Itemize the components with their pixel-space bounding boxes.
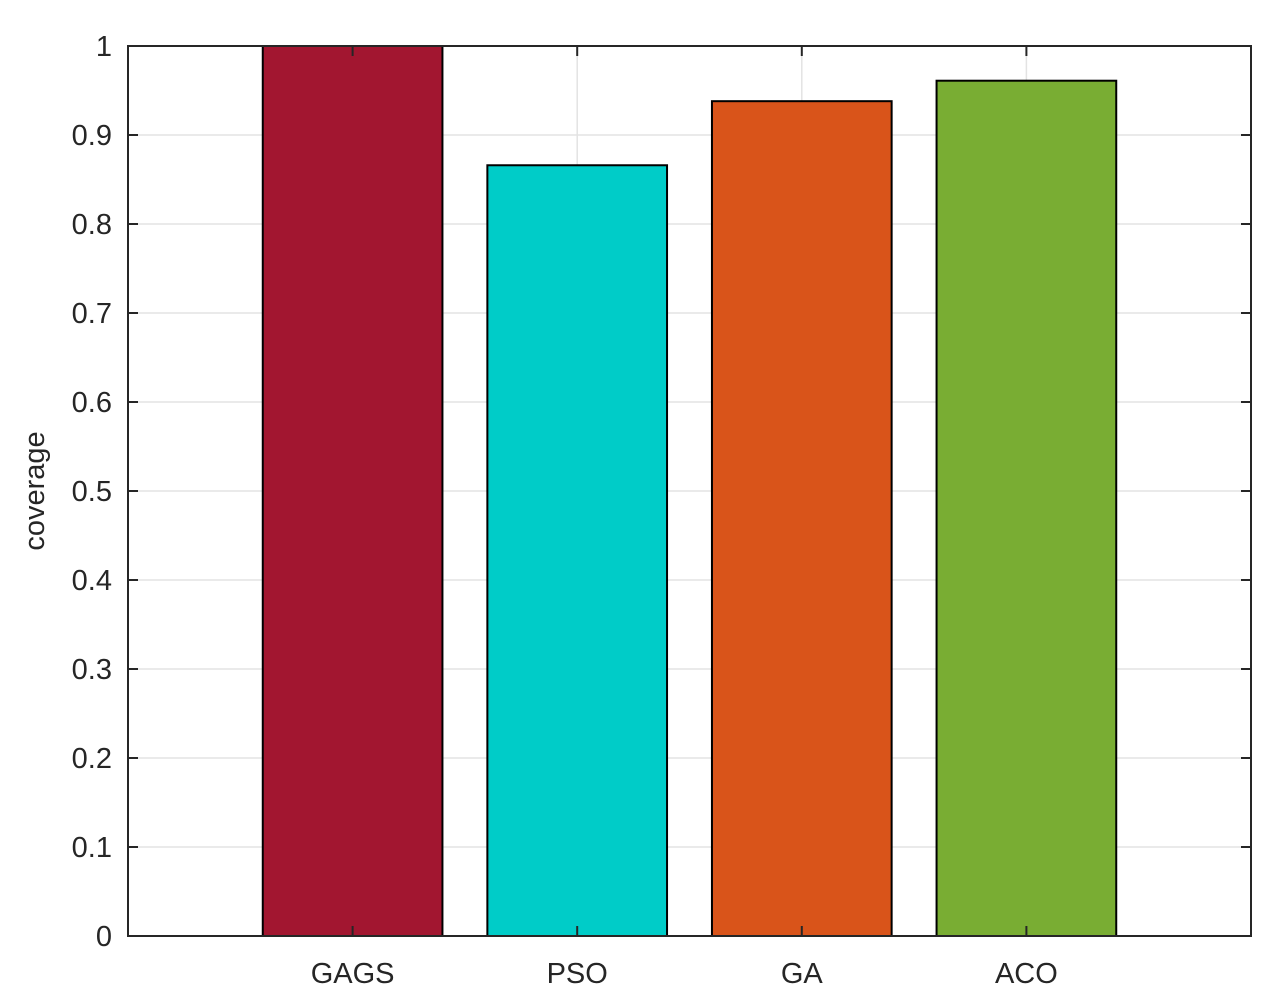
bar-ga <box>710 100 893 938</box>
y-tick-label: 0.2 <box>72 743 112 775</box>
y-tick-label: 0.6 <box>72 387 112 419</box>
bar-aco <box>935 79 1118 937</box>
x-tick-label-pso: PSO <box>547 958 608 990</box>
y-tick-label: 0.7 <box>72 298 112 330</box>
tick-marks <box>128 45 1251 937</box>
bar-pso <box>486 164 669 937</box>
bar-gags <box>261 45 444 937</box>
x-tick-labels: GAGS PSO GA ACO <box>311 958 1058 990</box>
y-tick-label: 0.8 <box>72 209 112 241</box>
y-tick-label: 0 <box>96 921 112 953</box>
y-tick-label: 0.9 <box>72 120 112 152</box>
x-tick-label-aco: ACO <box>995 958 1058 990</box>
y-axis-label: coverage <box>19 431 51 550</box>
y-tick-label: 1 <box>96 31 112 63</box>
y-tick-label: 0.3 <box>72 654 112 686</box>
y-tick-label: 0.5 <box>72 476 112 508</box>
y-tick-label: 0.1 <box>72 832 112 864</box>
y-tick-labels: 0 0.1 0.2 0.3 0.4 0.5 0.6 0.7 0.8 0.9 1 <box>72 31 112 953</box>
x-tick-label-ga: GA <box>781 958 824 990</box>
x-tick-label-gags: GAGS <box>311 958 395 990</box>
y-tick-label: 0.4 <box>72 565 112 597</box>
